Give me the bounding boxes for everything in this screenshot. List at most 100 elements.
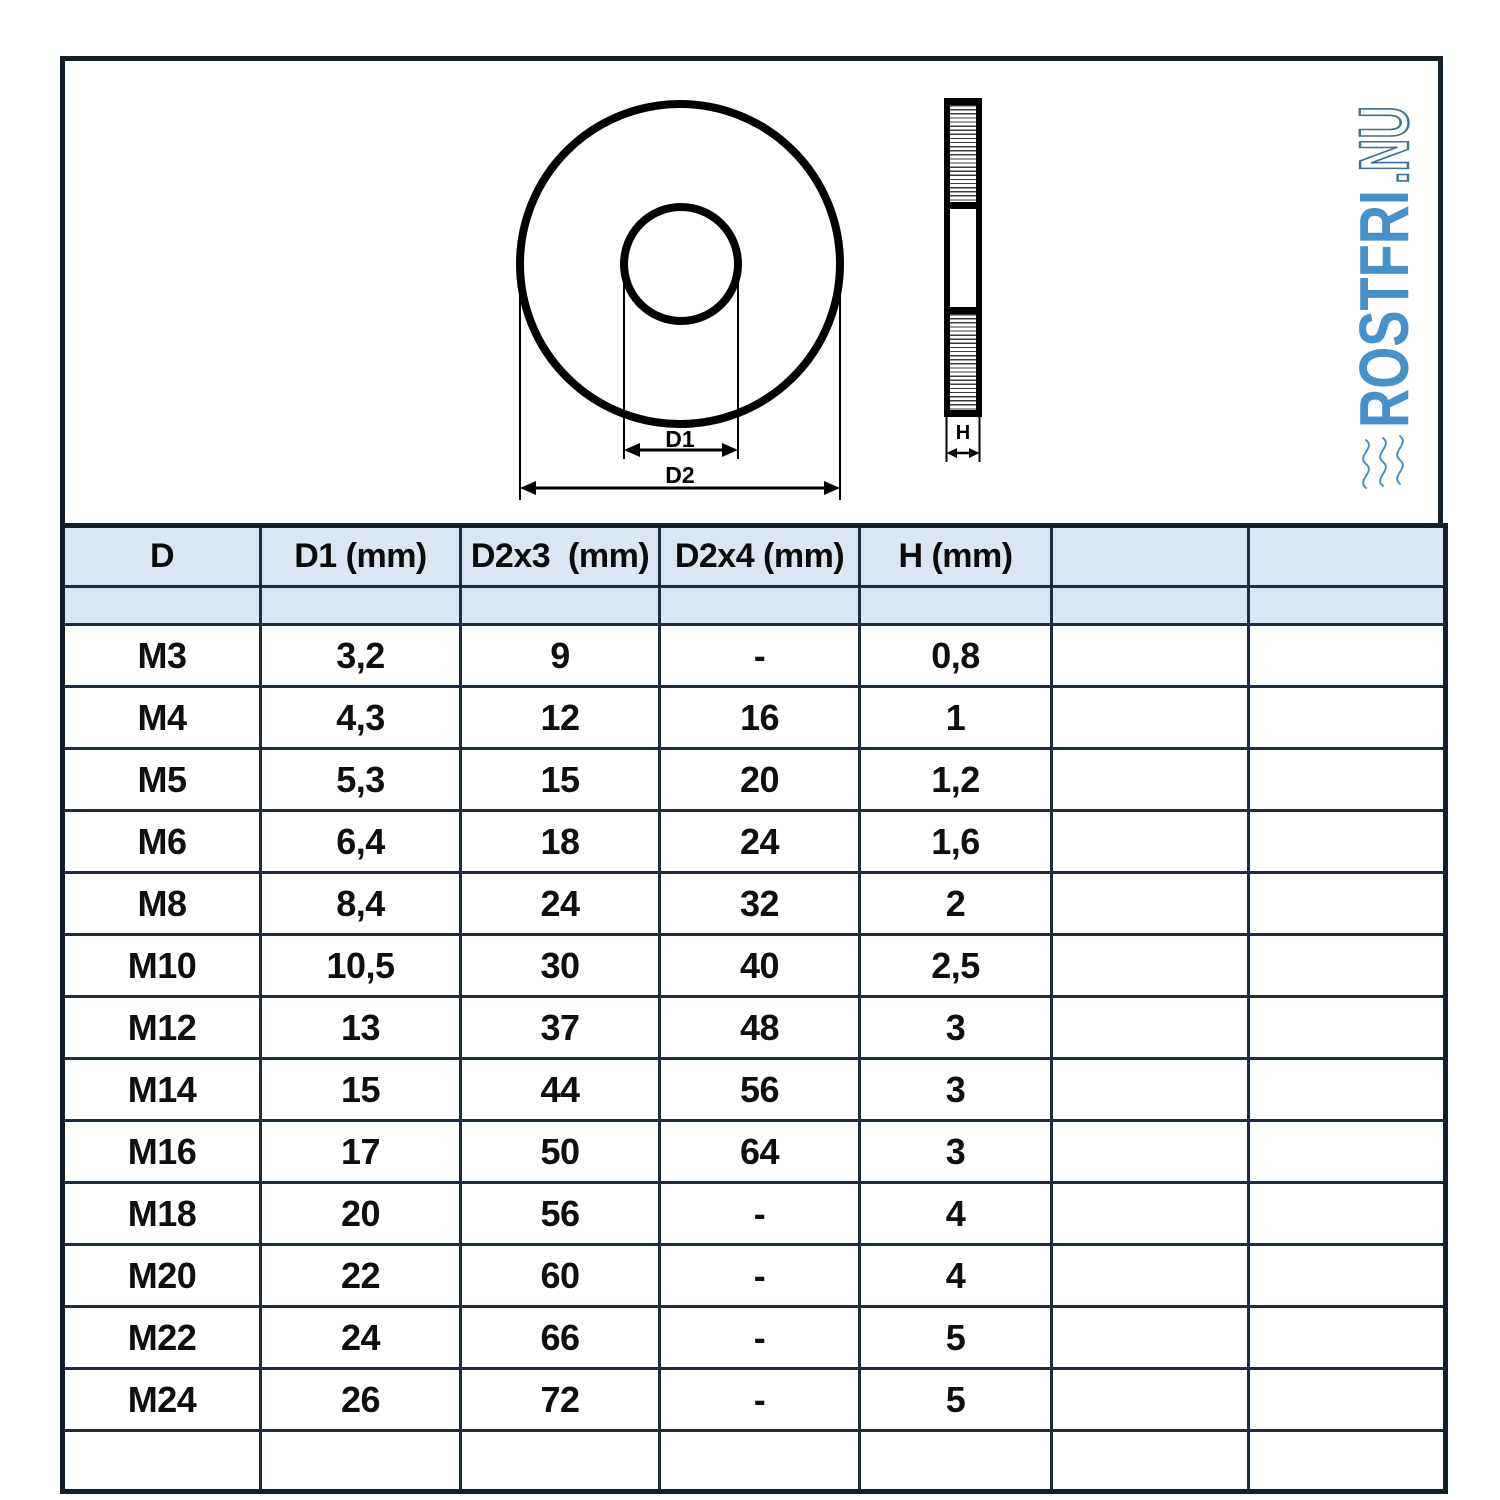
cell [1050,933,1250,998]
cell [1247,585,1447,626]
cell-d1: 8,4 [259,871,462,936]
table-row-m16: M16 17 50 64 3 [61,1119,1447,1184]
cell-h: 3 [858,1119,1053,1184]
cell-d2x4: - [658,1181,861,1246]
cell-d1: 17 [259,1119,462,1184]
d2-dimension-arrow [520,481,840,495]
col-header-d: D [61,524,262,588]
cell-d2x3: 66 [459,1305,661,1370]
cell [1247,1305,1447,1370]
cell [459,1429,661,1493]
section-divider [950,202,976,209]
cell-d2x4: - [658,1305,861,1370]
washer-technical-drawing [516,100,981,500]
cell-d: M16 [61,1119,262,1184]
table-subheader-row [61,585,1447,626]
table-row-m6: M6 6,4 18 24 1,6 [61,809,1447,874]
cell-d2x4: 48 [658,995,861,1060]
cell [1050,685,1250,750]
cell [658,585,861,626]
washer-dimensions-table: D D1 (mm) D2x3 (mm) D2x4 (mm) H (mm) M3 … [60,523,1448,1494]
h-dimension-arrow [946,448,980,458]
cell [1247,871,1447,936]
cell-d2x3: 30 [459,933,661,998]
cell-h: 2,5 [858,933,1053,998]
cell [61,585,262,626]
d2-dimension-label: D2 [665,462,695,488]
cell-d: M18 [61,1181,262,1246]
cell-d: M3 [61,623,262,688]
cell [858,1429,1053,1493]
cell-d1: 15 [259,1057,462,1122]
cell [259,1429,462,1493]
cell-d1: 26 [259,1367,462,1432]
table-row-m24: M24 26 72 - 5 [61,1367,1447,1432]
d1-dimension-arrow [624,443,738,457]
cell-d: M14 [61,1057,262,1122]
washer-hole-section [950,209,976,307]
cell [1050,623,1250,688]
table-row-m3: M3 3,2 9 - 0,8 [61,623,1447,688]
cell-d: M20 [61,1243,262,1308]
washer-inner-circle [620,203,742,325]
cell-d2x3: 56 [459,1181,661,1246]
cell [1050,871,1250,936]
cell-d2x4: 24 [658,809,861,874]
col-header-d2x4: D2x4 (mm) [658,524,861,588]
section-divider [950,307,976,314]
cell-d2x3: 15 [459,747,661,812]
cell-d2x4: 40 [658,933,861,998]
cell-d2x4: 32 [658,871,861,936]
cell-d2x4: 16 [658,685,861,750]
cell [1247,1119,1447,1184]
cell [858,585,1053,626]
cell-d1: 6,4 [259,809,462,874]
cell-d2x3: 50 [459,1119,661,1184]
cell [1247,1367,1447,1432]
cell [1247,747,1447,812]
cell-h: 0,8 [858,623,1053,688]
washer-side-view [944,98,982,417]
col-header-d1: D1 (mm) [259,524,462,588]
col-header-blank [1247,524,1447,588]
cell [259,585,462,626]
hatched-section-top [950,105,976,202]
cell-d: M6 [61,809,262,874]
table-row-m20: M20 22 60 - 4 [61,1243,1447,1308]
hatched-section-bottom [950,314,976,410]
cell [1247,995,1447,1060]
cell [1050,1367,1250,1432]
cell [1050,1057,1250,1122]
logo-text-outline: .NU [1345,106,1423,184]
cell [1247,1429,1447,1493]
table-row-m4: M4 4,3 12 16 1 [61,685,1447,750]
cell-d2x3: 37 [459,995,661,1060]
cell-h: 5 [858,1367,1053,1432]
cell-d1: 10,5 [259,933,462,998]
table-row-m5: M5 5,3 15 20 1,2 [61,747,1447,812]
cell-d1: 13 [259,995,462,1060]
table-row-m12: M12 13 37 48 3 [61,995,1447,1060]
cell-d2x3: 72 [459,1367,661,1432]
cell [1050,995,1250,1060]
cell [1050,1429,1250,1493]
cell-d: M22 [61,1305,262,1370]
d1-dimension-label: D1 [665,426,695,452]
cell [1050,1243,1250,1308]
cell [1247,1057,1447,1122]
cell-h: 3 [858,1057,1053,1122]
washer-outer-circle [516,100,844,428]
cell-d1: 3,2 [259,623,462,688]
cell-d2x4: - [658,1367,861,1432]
col-header-d2x3: D2x3 (mm) [459,524,661,588]
cell-d: M24 [61,1367,262,1432]
cell [1247,933,1447,998]
col-header-h: H (mm) [858,524,1053,588]
cell [1050,1305,1250,1370]
cell [459,585,661,626]
cell-h: 1,6 [858,809,1053,874]
cell-d1: 5,3 [259,747,462,812]
cell-d: M12 [61,995,262,1060]
cell-d2x3: 9 [459,623,661,688]
cell-d2x4: - [658,1243,861,1308]
